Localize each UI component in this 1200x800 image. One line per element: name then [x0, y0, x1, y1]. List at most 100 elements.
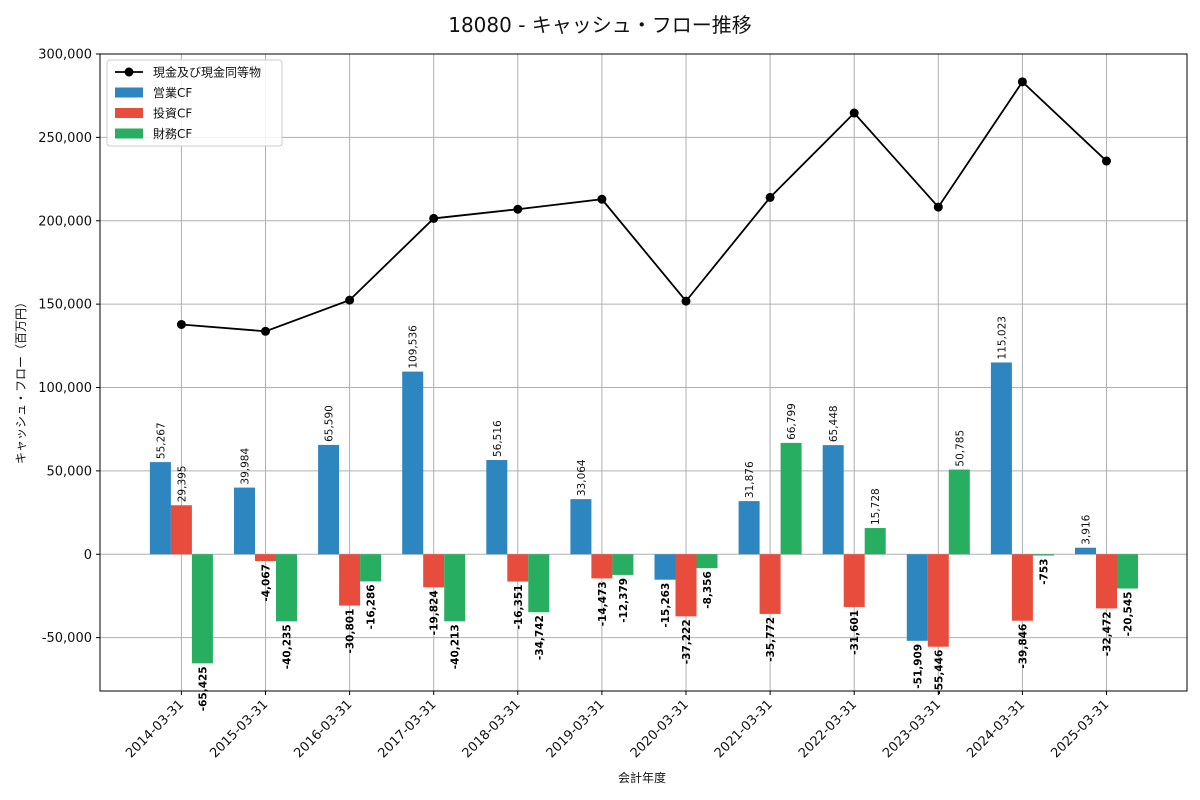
x-tick-label: 2024-03-31	[964, 697, 1028, 761]
bar	[591, 554, 613, 579]
y-tick-label: 150,000	[38, 298, 92, 313]
legend-box	[106, 59, 283, 147]
bar	[423, 554, 445, 588]
bar	[339, 554, 361, 606]
legend-label: 現金及び現金同等物	[153, 65, 261, 80]
bar	[927, 554, 949, 647]
bar	[780, 442, 802, 555]
bar	[822, 445, 844, 555]
bar	[360, 554, 382, 582]
legend-swatch	[115, 108, 143, 118]
bar	[486, 460, 508, 555]
cash-point	[1017, 77, 1027, 87]
bar	[864, 528, 886, 555]
bar	[1075, 547, 1096, 555]
y-tick-label: 50,000	[47, 464, 93, 479]
data-label: 39,984	[240, 448, 252, 485]
data-label: -753	[1038, 559, 1050, 585]
data-label: -8,356	[702, 571, 714, 609]
bar	[528, 554, 550, 613]
bar	[654, 554, 676, 580]
bar	[675, 554, 697, 617]
bar	[1096, 554, 1117, 609]
data-label: 56,516	[492, 420, 504, 457]
data-label: 109,536	[408, 325, 420, 369]
data-label: 33,064	[576, 459, 588, 496]
y-axis-ticks: -50,000 0 50,000 100,000 150,000 200,000 250,0…	[38, 48, 100, 646]
bar	[570, 499, 592, 555]
y-tick-label: 200,000	[38, 214, 92, 229]
data-label: -39,846	[1017, 624, 1029, 669]
x-tick-label: 2015-03-31	[207, 697, 271, 761]
cash-point	[849, 108, 859, 118]
bar-labels-layer: 55,267 39,984 65,590 109,536 56,516 33,064 -15…	[155, 316, 1134, 711]
bar	[444, 554, 466, 622]
bar	[948, 469, 970, 555]
x-tick-label: 2022-03-31	[796, 697, 860, 761]
bar	[170, 505, 192, 555]
legend-marker	[124, 67, 134, 77]
bar	[1011, 554, 1033, 621]
x-tick-label: 2018-03-31	[460, 697, 524, 761]
cash-point	[345, 295, 355, 305]
bar	[149, 462, 171, 555]
bar	[843, 554, 865, 607]
bar	[255, 554, 276, 562]
bar	[1032, 554, 1054, 556]
bar	[696, 554, 718, 569]
data-label: -32,472	[1102, 611, 1114, 656]
bar	[276, 554, 297, 622]
x-tick-label: 2016-03-31	[291, 697, 355, 761]
data-label: -31,601	[849, 610, 861, 655]
y-tick-label: 300,000	[38, 48, 92, 63]
cash-line-layer	[176, 77, 1111, 336]
cash-point	[429, 213, 439, 223]
legend-swatch	[115, 87, 143, 98]
data-label: 65,448	[828, 405, 840, 442]
x-tick-label: 2020-03-31	[628, 697, 692, 761]
data-label: 31,876	[744, 461, 756, 498]
y-tick-label: 100,000	[38, 381, 92, 396]
data-label: -40,213	[450, 624, 462, 669]
data-label: -30,801	[345, 609, 357, 654]
data-label: -35,772	[765, 617, 777, 662]
bar	[990, 362, 1012, 555]
chart-title: 18080 - キャッシュ・フロー推移	[448, 13, 752, 37]
data-label: 66,799	[786, 403, 798, 440]
data-label: -16,351	[513, 585, 525, 630]
x-tick-label: 2025-03-31	[1048, 697, 1112, 761]
x-tick-label: 2014-03-31	[123, 697, 187, 761]
data-label: -12,379	[618, 578, 630, 623]
data-label: -55,446	[933, 650, 945, 695]
x-tick-label: 2023-03-31	[880, 697, 944, 761]
grid-lines	[100, 53, 1187, 691]
x-tick-label: 2021-03-31	[712, 697, 776, 761]
bar	[402, 371, 424, 555]
bar	[1117, 554, 1138, 589]
y-axis-label: キャッシュ・フロー（百万円）	[14, 296, 28, 464]
data-label: 15,728	[870, 488, 882, 525]
data-label: 29,395	[176, 465, 188, 502]
bar	[507, 554, 529, 582]
bar	[612, 554, 634, 575]
data-label: 65,590	[324, 405, 336, 442]
bar	[738, 501, 760, 555]
cash-point	[261, 326, 270, 336]
data-label: -20,545	[1123, 592, 1135, 637]
cash-point	[1102, 156, 1111, 166]
plot-frame	[99, 53, 1188, 692]
cash-point	[176, 319, 186, 329]
bar	[191, 554, 213, 664]
legend-label: 投資CF	[153, 106, 192, 121]
data-label: 115,023	[996, 316, 1008, 359]
data-label: -16,286	[366, 584, 378, 629]
data-label: -37,222	[681, 619, 693, 664]
data-label: -15,263	[660, 583, 672, 628]
x-axis-label: 会計年度	[618, 770, 666, 785]
cash-point	[513, 204, 523, 214]
data-label: -14,473	[597, 581, 609, 626]
x-tick-label: 2017-03-31	[375, 697, 439, 761]
legend-swatch	[115, 128, 143, 139]
